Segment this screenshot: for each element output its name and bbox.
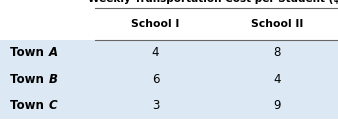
Text: Town: Town — [10, 99, 48, 112]
Text: 9: 9 — [273, 99, 281, 112]
Text: B: B — [49, 73, 58, 86]
FancyBboxPatch shape — [0, 40, 338, 66]
FancyBboxPatch shape — [0, 92, 338, 119]
Text: 8: 8 — [273, 46, 281, 59]
Text: School II: School II — [251, 19, 303, 29]
FancyBboxPatch shape — [0, 66, 338, 92]
Text: A: A — [49, 46, 58, 59]
Text: Weekly Transportation Cost per Student ($): Weekly Transportation Cost per Student (… — [88, 0, 338, 4]
Text: C: C — [49, 99, 58, 112]
Text: School I: School I — [131, 19, 180, 29]
Text: 4: 4 — [152, 46, 159, 59]
Text: 6: 6 — [152, 73, 159, 86]
Text: Town: Town — [10, 73, 48, 86]
Text: 4: 4 — [273, 73, 281, 86]
Text: Town: Town — [10, 46, 48, 59]
Text: 3: 3 — [152, 99, 159, 112]
